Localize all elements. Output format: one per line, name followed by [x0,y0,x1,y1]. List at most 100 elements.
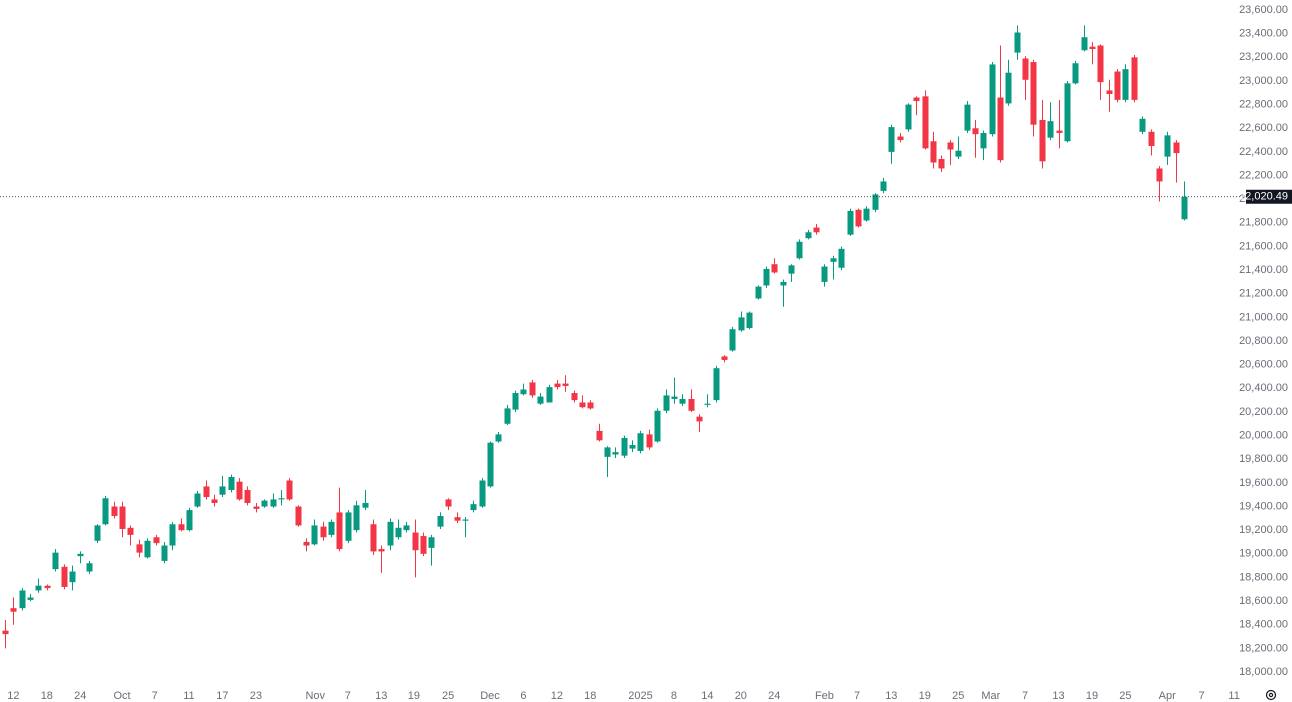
candle-body [830,258,837,262]
candle-body [169,524,176,546]
x-tick-label: 24 [74,690,86,702]
x-tick-label: 12 [551,690,563,702]
y-tick-label: 20,600.00 [1239,359,1288,371]
candle-body [671,396,678,399]
candle-body [437,515,444,527]
y-tick-label: 18,600.00 [1239,595,1288,607]
y-tick-label: 21,600.00 [1239,240,1288,252]
x-tick-label: 12 [7,690,19,702]
x-tick-label: 17 [216,690,228,702]
x-tick-label: Dec [480,690,500,702]
y-tick-label: 20,400.00 [1239,382,1288,394]
candle-body [387,521,394,546]
settings-icon[interactable] [1265,689,1277,701]
candle-body [863,208,870,221]
candle-body [604,447,611,457]
candle-body [362,502,369,508]
y-tick-label: 22,200.00 [1239,169,1288,181]
settings-gear-hub [1268,692,1274,698]
candle-body [1005,72,1012,104]
candle-body [1181,196,1188,220]
candle-body [546,387,553,403]
x-tick-label: 18 [41,690,53,702]
candle-body [947,142,954,150]
candle-body [203,486,210,498]
candle-body [286,480,293,500]
candle-body [211,499,218,503]
candle-body [529,382,536,396]
candle-body [119,506,126,529]
candle-body [1097,45,1104,83]
candle-body [637,433,644,451]
candle-body [35,585,42,591]
x-tick-label: 13 [1052,690,1064,702]
x-tick-label: Apr [1159,690,1176,702]
x-tick-label: 19 [408,690,420,702]
candle-body [420,536,427,554]
last-price-label: 22,020.49 [1239,191,1288,203]
x-tick-label: 19 [1086,690,1098,702]
x-tick-label: Mar [981,690,1000,702]
candle-body [77,553,84,557]
candle-body [253,506,260,509]
x-tick-label: 7 [1022,690,1028,702]
candle-body [1173,142,1180,154]
candle-body [688,398,695,411]
candle-body [178,524,185,531]
y-tick-label: 19,000.00 [1239,548,1288,560]
x-tick-label: 8 [671,690,677,702]
x-tick-label: 11 [1228,690,1239,702]
y-tick-label: 21,200.00 [1239,288,1288,300]
candle-body [1022,58,1029,80]
y-tick-label: 21,000.00 [1239,311,1288,323]
candle-body [813,227,820,233]
x-tick-label: 7 [345,690,351,702]
candle-body [721,356,728,360]
candle-body [328,521,335,535]
y-tick-label: 23,400.00 [1239,28,1288,40]
candle-body [755,286,762,299]
candle-body [897,136,904,141]
y-tick-label: 23,000.00 [1239,75,1288,87]
candle-body [1072,63,1079,84]
y-tick-label: 19,200.00 [1239,524,1288,536]
y-tick-label: 20,200.00 [1239,406,1288,418]
candle-body [219,486,226,495]
candle-body [454,517,461,521]
candle-body [780,281,787,286]
candle-body [244,489,251,503]
candle-body [980,132,987,149]
candle-body [838,248,845,268]
candle-body [127,527,134,535]
candle-body [495,434,502,442]
candle-body [972,128,979,135]
candles [2,25,1188,649]
x-tick-label: 20 [735,690,747,702]
candle-body [370,524,377,552]
candle-body [94,525,101,541]
x-tick-label: 18 [584,690,596,702]
candle-body [805,232,812,239]
candle-body [763,268,770,286]
candle-body [2,630,9,635]
candle-body [161,545,168,561]
candle-body [880,181,887,191]
x-tick-label: 24 [768,690,780,702]
candle-body [295,506,302,526]
candle-body [136,544,143,553]
candle-body [821,266,828,282]
candle-body [989,64,996,135]
candle-body [345,512,352,541]
candle-body [412,532,419,551]
candle-body [228,476,235,490]
settings-gear [1265,689,1277,701]
candle-body [1056,130,1063,133]
candle-body [872,194,879,210]
candle-body [1139,118,1146,132]
candle-body [847,210,854,235]
candle-body [964,104,971,131]
candle-body [320,526,327,538]
candle-body [102,498,109,525]
candle-body [1164,135,1171,157]
candle-body [587,402,594,409]
